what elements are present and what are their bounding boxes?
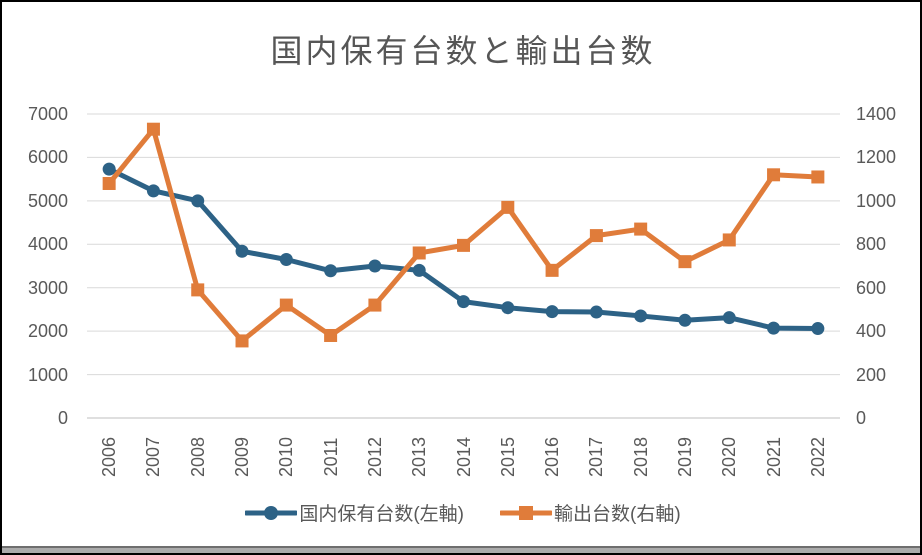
x-tick-2022: 2022 bbox=[807, 436, 828, 478]
x-tick-2018: 2018 bbox=[630, 436, 651, 478]
left-tick-0: 0 bbox=[57, 408, 68, 428]
right-tick-800: 800 bbox=[856, 234, 887, 255]
marker-square-2018 bbox=[634, 222, 648, 236]
marker-circle-2017 bbox=[589, 305, 603, 319]
x-tick-2011: 2011 bbox=[320, 437, 341, 477]
right-tick-0: 0 bbox=[856, 408, 867, 428]
left-tick-7000: 7000 bbox=[27, 104, 68, 124]
marker-square-2014 bbox=[457, 238, 470, 252]
right-tick-400: 400 bbox=[856, 321, 887, 342]
left-tick-5000: 5000 bbox=[27, 190, 68, 211]
left-tick-3000: 3000 bbox=[27, 277, 68, 298]
marker-circle-2016 bbox=[545, 305, 559, 319]
marker-square-2019 bbox=[678, 255, 692, 269]
x-tick-2013: 2013 bbox=[409, 436, 430, 478]
left-tick-4000: 4000 bbox=[27, 234, 68, 255]
marker-square-2010 bbox=[279, 298, 293, 312]
marker-circle-2022 bbox=[811, 322, 825, 336]
x-tick-2017: 2017 bbox=[586, 436, 607, 478]
marker-circle-2015 bbox=[501, 301, 515, 315]
x-tick-2021: 2021 bbox=[763, 436, 784, 478]
marker-circle-2010 bbox=[279, 252, 293, 266]
left-tick-1000: 1000 bbox=[27, 364, 68, 385]
right-tick-1000: 1000 bbox=[856, 190, 897, 211]
x-tick-2015: 2015 bbox=[497, 436, 518, 478]
x-tick-2019: 2019 bbox=[674, 436, 695, 478]
x-tick-2010: 2010 bbox=[276, 436, 297, 478]
marker-square-2021 bbox=[767, 168, 781, 182]
marker-circle-2021 bbox=[767, 321, 781, 335]
marker-square-2020 bbox=[722, 233, 736, 247]
marker-square-2013 bbox=[412, 246, 426, 260]
bottom-strip bbox=[2, 546, 920, 553]
left-tick-2000: 2000 bbox=[27, 321, 68, 342]
marker-square-2011 bbox=[324, 328, 338, 342]
right-tick-600: 600 bbox=[856, 277, 887, 298]
marker-circle-2018 bbox=[634, 309, 648, 323]
x-tick-2006: 2006 bbox=[99, 436, 120, 478]
x-tick-2020: 2020 bbox=[719, 436, 740, 478]
right-tick-200: 200 bbox=[856, 364, 887, 385]
x-tick-2016: 2016 bbox=[542, 436, 563, 478]
series-line-export bbox=[106, 126, 821, 344]
chart-title: 国内保有台数と輸出台数 bbox=[270, 33, 656, 69]
x-tick-2014: 2014 bbox=[453, 436, 474, 478]
marker-square-2009 bbox=[235, 334, 249, 348]
left-tick-6000: 6000 bbox=[27, 147, 68, 168]
marker-circle-2013 bbox=[412, 263, 426, 277]
right-tick-1200: 1200 bbox=[856, 147, 897, 168]
marker-square-2012 bbox=[368, 298, 382, 312]
marker-square-2007 bbox=[146, 122, 160, 136]
x-tick-2007: 2007 bbox=[143, 436, 164, 478]
x-tick-2009: 2009 bbox=[232, 436, 253, 478]
line-square-marker-icon bbox=[500, 505, 552, 520]
marker-circle-2011 bbox=[324, 264, 338, 278]
marker-square-2008 bbox=[191, 283, 205, 297]
line-circle-marker-icon bbox=[245, 505, 298, 520]
marker-square-2016 bbox=[545, 263, 559, 277]
marker-circle-2020 bbox=[722, 311, 736, 325]
marker-circle-2007 bbox=[146, 184, 160, 198]
legend-item-export: 輸出台数(右軸) bbox=[500, 499, 681, 526]
marker-circle-2008 bbox=[191, 194, 205, 208]
marker-circle-2019 bbox=[678, 313, 692, 327]
x-tick-2012: 2012 bbox=[364, 436, 385, 478]
marker-circle-2006 bbox=[102, 162, 116, 176]
marker-square-2017 bbox=[589, 229, 603, 243]
x-tick-2008: 2008 bbox=[187, 436, 208, 478]
legend-label-export: 輸出台数(右軸) bbox=[554, 504, 681, 525]
marker-circle-2012 bbox=[368, 259, 382, 273]
legend: 国内保有台数(左軸) 輸出台数(右軸) bbox=[2, 499, 920, 526]
marker-square-2006 bbox=[102, 176, 116, 190]
marker-square-2022 bbox=[811, 170, 825, 184]
right-tick-1400: 1400 bbox=[856, 104, 897, 124]
legend-label-domestic: 国内保有台数(左軸) bbox=[299, 504, 464, 525]
marker-square-2015 bbox=[501, 200, 515, 214]
marker-circle-2014 bbox=[457, 295, 470, 309]
legend-item-domestic: 国内保有台数(左軸) bbox=[245, 499, 464, 526]
marker-circle-2009 bbox=[235, 244, 249, 258]
